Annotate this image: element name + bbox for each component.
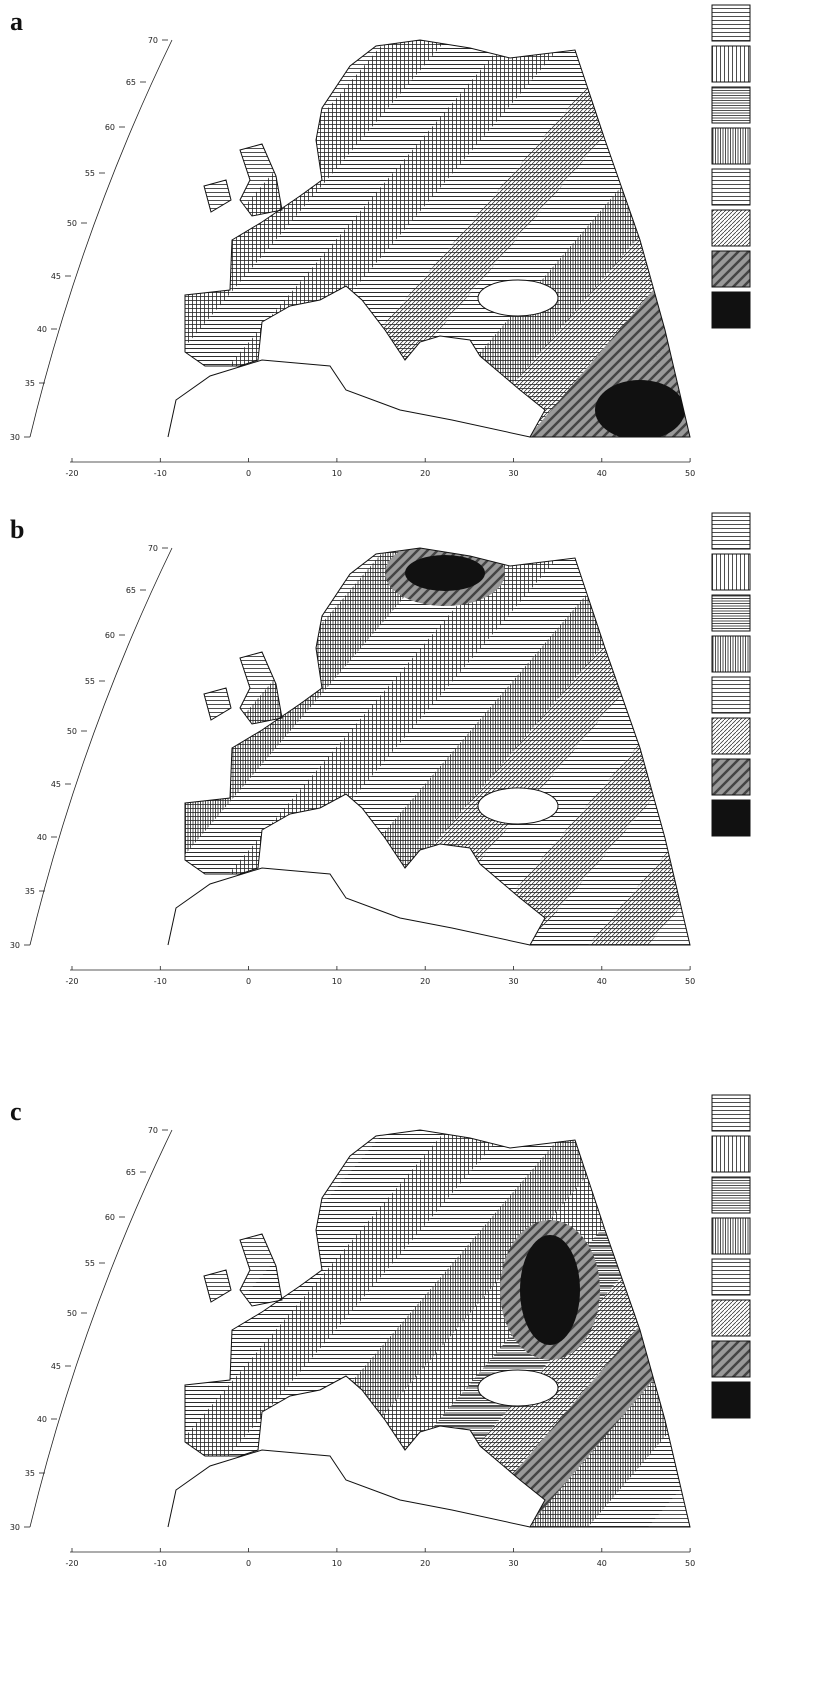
lat-label: 45 (51, 780, 61, 789)
lat-label: 50 (67, 727, 77, 736)
figure: a 70 65 60 55 50 45 40 35 30 -20 -10 0 10 20 30 40 50 b 70 6… (0, 0, 823, 1695)
lat-label: 45 (51, 272, 61, 281)
lon-label: 50 (685, 977, 695, 986)
legend-box (712, 1177, 750, 1213)
lat-label: 30 (10, 1523, 20, 1532)
lon-label: 20 (420, 977, 430, 986)
regions (20, 1090, 823, 1560)
africa-coast (168, 868, 530, 945)
lon-label: 10 (332, 469, 342, 478)
legend-box (712, 128, 750, 164)
lat-label: 50 (67, 1309, 77, 1318)
lat-axis (30, 548, 172, 945)
lon-label: 40 (597, 977, 607, 986)
lon-label: 10 (332, 1559, 342, 1568)
lon-label: 20 (420, 1559, 430, 1568)
lon-label: 30 (508, 1559, 518, 1568)
black-sea (478, 788, 558, 824)
legend-box (712, 1218, 750, 1254)
lon-label: 0 (246, 977, 251, 986)
legend-box (712, 251, 750, 287)
legend-box (712, 1382, 750, 1418)
lat-label: 70 (148, 1126, 158, 1135)
lat-label: 50 (67, 219, 77, 228)
lat-label: 55 (85, 677, 95, 686)
lat-label: 45 (51, 1362, 61, 1371)
panel-label: a (10, 7, 23, 36)
lat-label: 55 (85, 169, 95, 178)
legend-box (712, 292, 750, 328)
lon-label: 40 (597, 469, 607, 478)
lat-label: 65 (126, 1168, 136, 1177)
lat-label: 35 (25, 379, 35, 388)
panel-label: c (10, 1097, 22, 1126)
lon-label: 30 (508, 469, 518, 478)
lat-label: 70 (148, 36, 158, 45)
legend-box (712, 1259, 750, 1295)
lon-label: -10 (154, 469, 167, 478)
legend-box (712, 1300, 750, 1336)
legend-box (712, 677, 750, 713)
lat-label: 40 (37, 325, 47, 334)
legend-box (712, 636, 750, 672)
lon-label: -20 (65, 469, 78, 478)
lon-label: 30 (508, 977, 518, 986)
lat-label: 30 (10, 433, 20, 442)
lon-label: 0 (246, 1559, 251, 1568)
lat-axis (30, 40, 172, 437)
lon-label: 0 (246, 469, 251, 478)
lat-label: 65 (126, 78, 136, 87)
legend-box (712, 759, 750, 795)
legend-box (712, 800, 750, 836)
legend-box (712, 554, 750, 590)
legend-box (712, 1136, 750, 1172)
lat-label: 40 (37, 1415, 47, 1424)
map-panel: b 70 65 60 55 50 45 40 35 30 -20 -10 0 10 20 30 40 50 (10, 508, 823, 986)
legend-box (712, 46, 750, 82)
legend-box (712, 210, 750, 246)
lat-label: 55 (85, 1259, 95, 1268)
legend-box (712, 87, 750, 123)
lon-label: -10 (154, 977, 167, 986)
map-panel: c 70 65 60 55 50 45 40 35 30 -20 -10 0 10 20 30 40 50 (10, 1090, 823, 1568)
black-sea (478, 280, 558, 316)
lat-label: 40 (37, 833, 47, 842)
lat-label: 65 (126, 586, 136, 595)
lon-label: 50 (685, 1559, 695, 1568)
legend-box (712, 5, 750, 41)
black-sea (478, 1370, 558, 1406)
legend-box (712, 513, 750, 549)
panel-label: b (10, 515, 24, 544)
lon-label: 10 (332, 977, 342, 986)
lat-label: 70 (148, 544, 158, 553)
lon-label: -10 (154, 1559, 167, 1568)
region (520, 1235, 580, 1345)
lat-label: 60 (105, 123, 115, 132)
legend-box (712, 169, 750, 205)
legend-box (712, 1095, 750, 1131)
lon-label: -20 (65, 1559, 78, 1568)
legend-box (712, 1341, 750, 1377)
regions (20, 508, 823, 978)
region (405, 555, 485, 591)
lat-label: 60 (105, 631, 115, 640)
legend-box (712, 595, 750, 631)
lat-label: 60 (105, 1213, 115, 1222)
africa-coast (168, 1450, 530, 1527)
regions (20, 0, 823, 470)
lat-label: 35 (25, 1469, 35, 1478)
lat-label: 35 (25, 887, 35, 896)
lon-label: -20 (65, 977, 78, 986)
lon-label: 50 (685, 469, 695, 478)
lon-label: 20 (420, 469, 430, 478)
region (595, 380, 685, 440)
lat-axis (30, 1130, 172, 1527)
legend-box (712, 718, 750, 754)
map-panel: a 70 65 60 55 50 45 40 35 30 -20 -10 0 10 20 30 40 50 (10, 0, 823, 478)
africa-coast (168, 360, 530, 437)
lat-label: 30 (10, 941, 20, 950)
lon-label: 40 (597, 1559, 607, 1568)
